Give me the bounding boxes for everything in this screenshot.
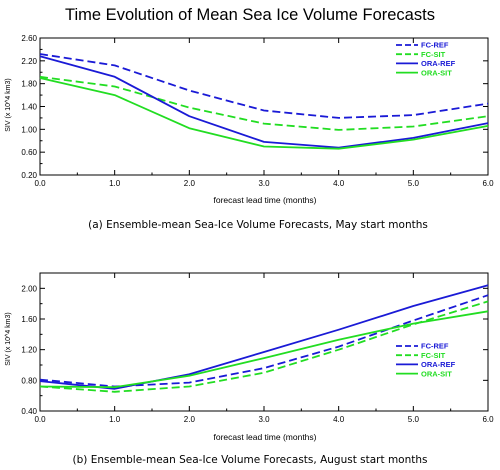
series-line-ora-ref (39, 284, 489, 390)
panel-a: 0.0 1.0 2.0 3.0 4.0 5.0 6.0 0.20 0.60 1.00 1.40 1.8… (5, 34, 494, 231)
figure-title: Time Evolution of Mean Sea Ice Volume Fo… (65, 6, 435, 24)
y-axis-label-b: SIV (x 10^4 km3) (5, 312, 12, 365)
y-tick-label: 1.40 (21, 103, 37, 112)
x-tick-label: 2.0 (184, 179, 196, 188)
y-tick-label: 2.00 (21, 284, 37, 293)
x-tick-label: 3.0 (258, 415, 270, 424)
x-tick-label: 0.0 (34, 415, 46, 424)
x-tick-label: 5.0 (408, 179, 420, 188)
caption-b: (b) Ensemble-mean Sea-Ice Volume Forecas… (73, 454, 428, 466)
legend-label: ORA-SIT (421, 68, 452, 77)
panel-b: 0.0 1.0 2.0 3.0 4.0 5.0 6.0 0.40 0.80 1.20 1.60 2.0… (5, 272, 494, 466)
legend-label: FC-REF (421, 41, 449, 50)
x-tick-label: 6.0 (482, 179, 494, 188)
x-tick-label: 4.0 (333, 415, 345, 424)
x-axis-label-a: forecast lead time (months) (214, 195, 317, 205)
x-axis-label-b: forecast lead time (months) (214, 432, 317, 442)
y-tick-label: 1.80 (21, 80, 37, 89)
series-line-fc-sit (39, 75, 489, 131)
y-tick-label: 0.80 (21, 376, 37, 385)
series-line-fc-ref (39, 53, 489, 119)
x-tick-label: 1.0 (109, 415, 121, 424)
y-axis-label-a: SIV (x 10^4 km3) (5, 78, 12, 131)
y-tick-label: 2.20 (21, 57, 37, 66)
plot-area-b: 0.0 1.0 2.0 3.0 4.0 5.0 6.0 0.40 0.80 1.20 1.60 2.0… (21, 272, 494, 424)
y-tick-label: 0.40 (21, 407, 37, 416)
x-tick-label: 0.0 (34, 179, 46, 188)
legend-label: FC-SIT (421, 351, 446, 360)
x-tick-label: 5.0 (408, 415, 420, 424)
plot-area-a: 0.0 1.0 2.0 3.0 4.0 5.0 6.0 0.20 0.60 1.00 1.40 1.8… (21, 34, 494, 188)
legend-label: ORA-REF (421, 59, 456, 68)
y-tick-label: 1.20 (21, 346, 37, 355)
legend-label: ORA-SIT (421, 369, 452, 378)
caption-a: (a) Ensemble-mean Sea-Ice Volume Forecas… (88, 219, 428, 231)
y-tick-label: 0.20 (21, 171, 37, 180)
series-line-ora-sit (39, 310, 489, 389)
series-line-ora-ref (39, 55, 489, 149)
legend-label: FC-REF (421, 342, 449, 351)
legend-label: FC-SIT (421, 50, 446, 59)
x-tick-label: 1.0 (109, 179, 121, 188)
y-tick-label: 1.00 (21, 125, 37, 134)
x-tick-label: 4.0 (333, 179, 345, 188)
x-tick-label: 6.0 (482, 415, 494, 424)
series-line-ora-sit (39, 77, 489, 150)
y-tick-label: 1.60 (21, 315, 37, 324)
x-tick-label: 3.0 (258, 179, 270, 188)
legend-label: ORA-REF (421, 360, 456, 369)
x-tick-label: 2.0 (184, 415, 196, 424)
series-line-fc-sit (39, 300, 489, 393)
y-tick-label: 2.60 (21, 34, 37, 43)
y-tick-label: 0.60 (21, 148, 37, 157)
